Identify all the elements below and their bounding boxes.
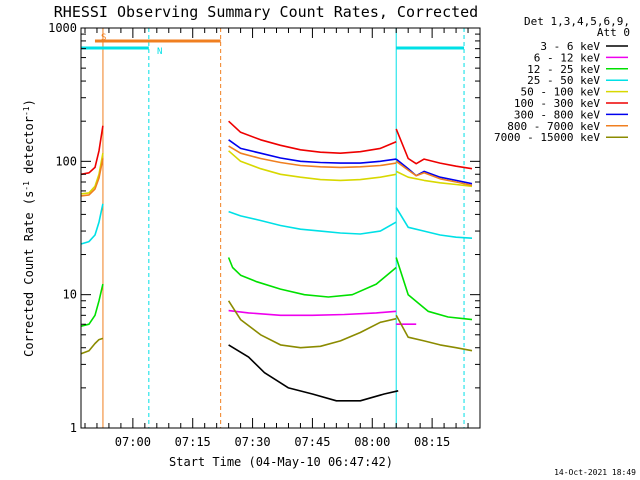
series-line-4-2 (395, 170, 473, 188)
series-line-7-2 (395, 160, 473, 187)
series-line-2-2 (395, 257, 473, 321)
axis-ticks: 1 10 100 1000 07:00 07:15 07:30 07:45 08:00 08:15 (48, 21, 480, 449)
y-label-close: ) (22, 99, 36, 106)
y-label-exponent: -1 (22, 181, 31, 191)
series-line-4-0 (80, 153, 104, 195)
series-line-6-0 (228, 139, 397, 164)
y-label-unit: detector (22, 116, 36, 181)
series-line-4-1 (228, 150, 397, 182)
series-line-7-1 (228, 145, 397, 169)
series-line-3-0 (80, 203, 104, 245)
legend-label-3: 25 - 50 keV (527, 74, 600, 87)
legend-label-6: 300 - 800 keV (514, 108, 600, 121)
y-tick-label-1: 10 (63, 288, 77, 302)
legend-label-0: 3 - 6 keV (540, 40, 600, 53)
series-line-3-1 (228, 210, 397, 235)
series-line-3-2 (395, 207, 473, 239)
series-line-2-0 (80, 283, 104, 327)
series-line-5-1 (228, 120, 397, 154)
series-line-1-0 (228, 309, 397, 317)
series-line-5-0 (80, 125, 104, 176)
legend-label-8: 7000 - 15000 keV (494, 131, 600, 144)
y-label-exponent-2: -1 (22, 106, 31, 116)
x-tick-label-5: 08:15 (414, 435, 450, 449)
flag-label-N: N (157, 47, 162, 57)
x-tick-label-1: 07:15 (175, 435, 211, 449)
legend-header-attenuator: Att 0 (597, 26, 630, 39)
footer-timestamp: 14-Oct-2021 18:49 (554, 468, 636, 477)
series-line-5-2 (395, 128, 473, 170)
y-tick-label-3: 1000 (48, 21, 77, 35)
legend-label-5: 100 - 300 keV (514, 97, 600, 110)
x-tick-label-3: 07:45 (294, 435, 330, 449)
legend-label-7: 800 - 7000 keV (507, 120, 600, 133)
series-line-8-0 (80, 337, 104, 355)
x-tick-label-0: 07:00 (115, 435, 151, 449)
x-tick-label-4: 08:00 (354, 435, 390, 449)
legend-label-2: 12 - 25 keV (527, 63, 600, 76)
series-line-2-1 (227, 257, 397, 298)
y-axis-label: Corrected Count Rate (s-1 detector-1) (22, 99, 36, 357)
series-line-6-1 (395, 158, 473, 185)
chart-title: RHESSI Observing Summary Count Rates, Co… (54, 3, 478, 21)
series-line-8-1 (227, 300, 397, 349)
plot-marks: SN (80, 28, 473, 428)
y-tick-label-2: 100 (55, 154, 77, 168)
y-label-main: Corrected Count Rate (s (22, 191, 36, 357)
flag-label-S: S (101, 33, 106, 43)
y-tick-label-0: 1 (70, 421, 77, 435)
series-line-8-2 (395, 314, 473, 352)
plot-frame (80, 27, 481, 429)
legend-label-4: 50 - 100 keV (521, 86, 601, 99)
x-axis-label: Start Time (04-May-10 06:47:42) (169, 455, 393, 469)
series-line-7-0 (80, 158, 104, 197)
x-tick-label-2: 07:30 (235, 435, 271, 449)
legend-label-1: 6 - 12 keV (534, 51, 601, 64)
legend-header-detectors: Det 1,3,4,5,6,9, (524, 15, 630, 28)
series-line-0-0 (228, 344, 399, 402)
